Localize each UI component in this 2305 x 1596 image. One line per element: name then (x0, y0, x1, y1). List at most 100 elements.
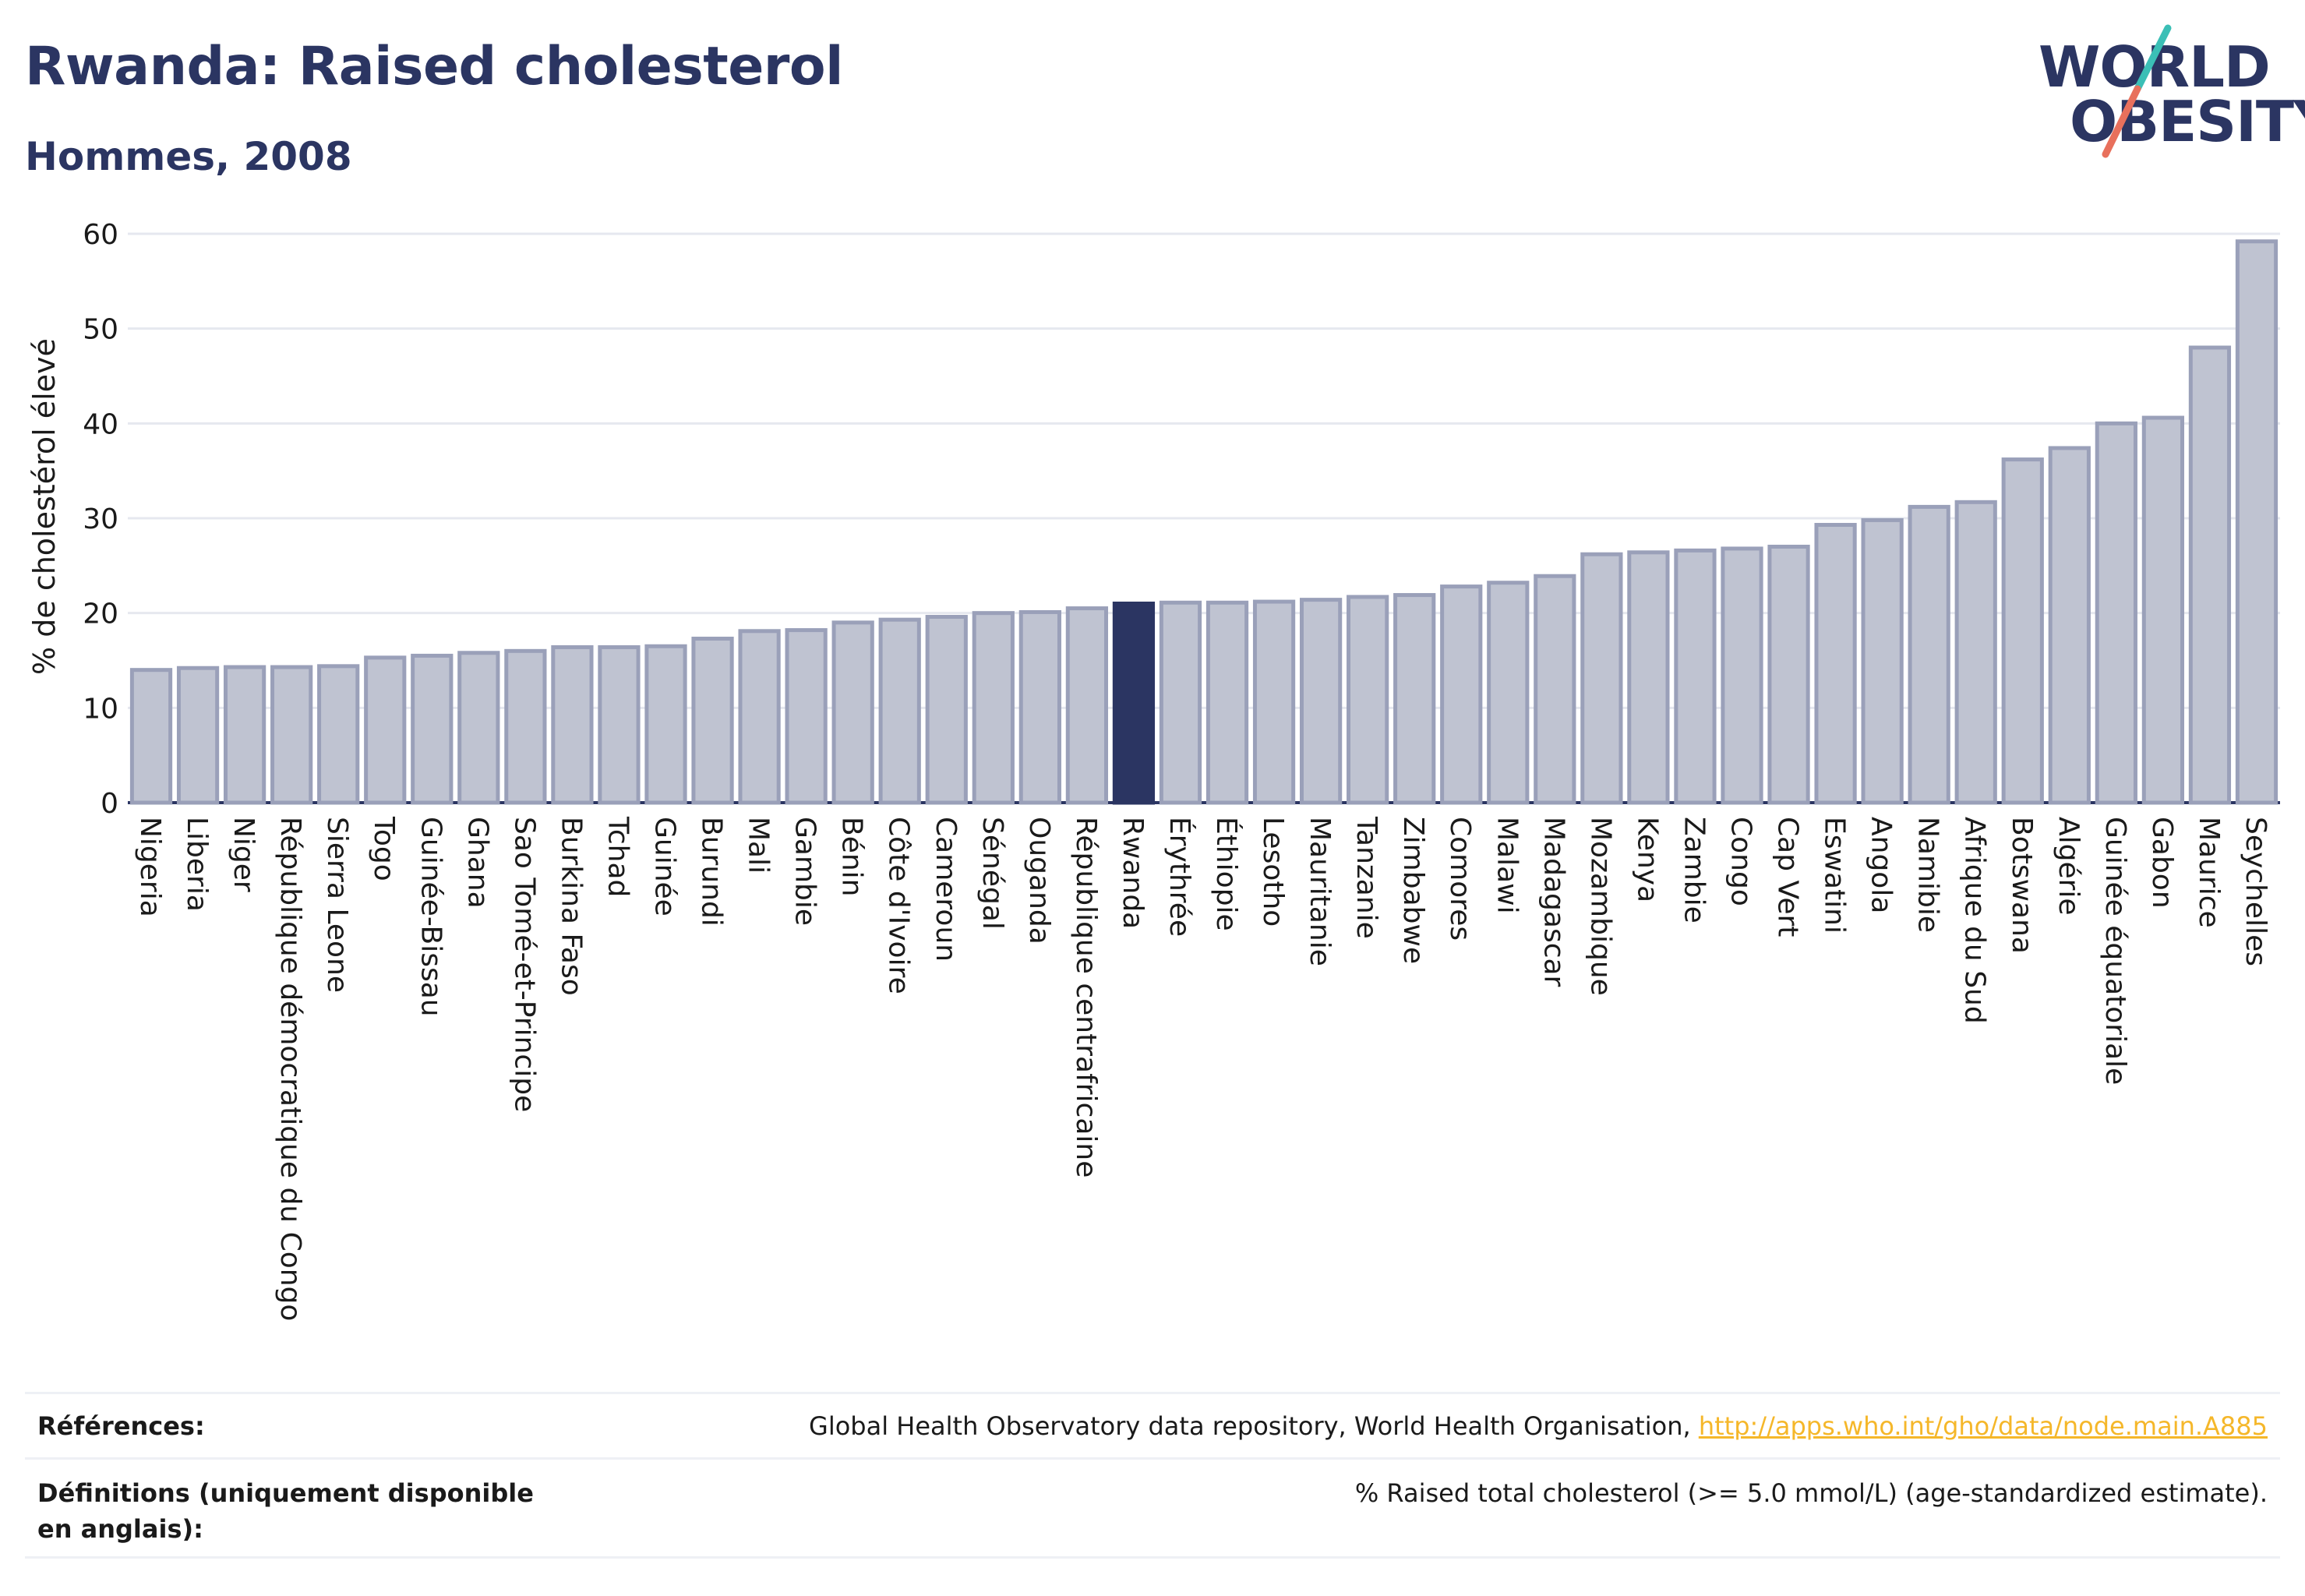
x-tick-label: Malawi (1491, 817, 1523, 914)
y-tick-label: 50 (83, 314, 118, 346)
bar-rwanda[interactable] (1112, 602, 1156, 805)
x-tick-label: Cap Vert (1772, 817, 1804, 937)
x-tick-label: Kenya (1631, 817, 1663, 902)
logo-slash-icon (2102, 24, 2172, 158)
bar-seychelles[interactable] (2235, 239, 2279, 805)
x-tick-label: Érythrée (1163, 817, 1196, 937)
x-tick-label: Zimbabwe (1397, 817, 1429, 964)
references-text: Global Health Observatory data repositor… (809, 1411, 1699, 1441)
x-tick-label: Sao Tomé-et-Principe (508, 817, 540, 1112)
bar-guin-e-quatoriale[interactable] (2095, 421, 2137, 805)
x-tick-label: Burundi (696, 817, 728, 927)
bar-botswana[interactable] (2001, 457, 2044, 805)
bar-tanzanie[interactable] (1347, 595, 1389, 805)
x-tick-label: Algérie (2053, 817, 2084, 916)
x-tick-label: Burkina Faso (555, 817, 587, 996)
x-tick-label: Tanzanie (1350, 816, 1382, 939)
x-tick-label: Sierra Leone (321, 817, 353, 993)
bar-b-nin[interactable] (831, 620, 874, 805)
x-tick-label: Mozambique (1584, 817, 1616, 996)
x-tick-label: Éthiopie (1210, 817, 1243, 931)
x-tick-label: Tchad (602, 816, 634, 897)
x-tick-label: Ghana (461, 817, 493, 909)
bar-zimbabwe[interactable] (1393, 593, 1436, 805)
y-axis-label: % de cholestérol élevé (27, 338, 62, 675)
bar-nigeria[interactable] (129, 668, 173, 805)
bar-r-publique-centrafricaine[interactable] (1065, 606, 1109, 805)
bar-sao-tom-et-principe[interactable] (504, 648, 547, 805)
bar-kenya[interactable] (1627, 550, 1670, 805)
x-tick-label: Ouganda (1023, 817, 1055, 945)
bar-comores[interactable] (1440, 584, 1483, 805)
x-tick-label: Mauritanie (1304, 817, 1336, 966)
x-tick-label: Mali (743, 817, 775, 874)
x-tick-label: Gambie (789, 817, 821, 926)
bar-eswatini[interactable] (1814, 523, 1857, 805)
y-tick-label: 20 (83, 598, 118, 630)
bar-cap-vert[interactable] (1767, 545, 1810, 805)
bar-zambie[interactable] (1674, 548, 1717, 805)
x-tick-label: Nigeria (134, 817, 166, 917)
bars (129, 239, 2279, 805)
x-tick-label: République centrafricaine (1070, 817, 1102, 1178)
x-tick-label: Madagascar (1537, 817, 1569, 987)
x-tick-label: Gabon (2146, 817, 2178, 909)
x-tick-label: Zambie (1678, 817, 1710, 923)
bar-gabon[interactable] (2141, 415, 2185, 805)
x-tick-label: République démocratique du Congo (274, 817, 306, 1321)
bar--rythr-e[interactable] (1159, 600, 1202, 805)
world-obesity-logo: WORLD OBESITY (2034, 22, 2305, 162)
bar-guin-e-bissau[interactable] (411, 653, 454, 805)
x-tick-label: Maurice (2193, 817, 2225, 928)
bar-gambie[interactable] (785, 628, 828, 805)
bar-ghana[interactable] (457, 651, 500, 805)
bar-guin-e[interactable] (644, 644, 687, 805)
x-tick-label: Côte d'Ivoire (883, 817, 915, 994)
bar-cameroun[interactable] (925, 615, 968, 805)
bar-mozambique[interactable] (1580, 552, 1623, 805)
x-tick-label: Bénin (836, 817, 868, 896)
bar-congo[interactable] (1721, 546, 1763, 805)
chart-subtitle: Hommes, 2008 (25, 134, 352, 179)
bar-lesotho[interactable] (1252, 599, 1296, 805)
chart-title: Rwanda: Raised cholesterol (25, 36, 843, 97)
bar-burundi[interactable] (691, 637, 734, 805)
y-tick-label: 40 (83, 408, 118, 440)
bar-afrique-du-sud[interactable] (1954, 500, 1997, 805)
bar-ouganda[interactable] (1018, 609, 1061, 805)
x-tick-label: Seychelles (2240, 817, 2271, 966)
x-tick-label: Niger (228, 817, 259, 892)
bar-chart: 0 10 20 30 40 50 60 Nigeria Liberia Niger Républi… (27, 219, 2280, 1321)
bar--thiopie[interactable] (1205, 600, 1249, 805)
bar-s-n-gal[interactable] (972, 611, 1015, 805)
y-tick-label: 30 (83, 503, 118, 535)
bar-namibie[interactable] (1908, 504, 1950, 805)
definitions-row: Définitions (uniquement disponible en an… (25, 1457, 2280, 1559)
x-axis-labels: Nigeria Liberia Niger République démocratiq… (134, 816, 2271, 1321)
bar-togo[interactable] (364, 655, 407, 805)
x-tick-label: Afrique du Sud (1959, 817, 1991, 1024)
bar-madagascar[interactable] (1534, 574, 1576, 805)
references-label: Références: (37, 1411, 205, 1441)
bar-mauritanie[interactable] (1299, 598, 1343, 805)
x-tick-label: Sénégal (976, 817, 1008, 930)
bar-angola[interactable] (1861, 517, 1904, 805)
x-tick-label: Cameroun (930, 817, 962, 962)
bar-mali[interactable] (738, 629, 781, 805)
bar-sierra-leone[interactable] (317, 664, 360, 805)
bar-tchad[interactable] (598, 644, 641, 805)
x-tick-label: Angola (1866, 817, 1897, 913)
x-tick-label: Togo (368, 816, 400, 881)
bar-liberia[interactable] (176, 666, 220, 805)
x-tick-label: Guinée équatoriale (2099, 817, 2131, 1085)
bar-alg-rie[interactable] (2048, 446, 2091, 805)
bar-burkina-faso[interactable] (551, 644, 594, 805)
definitions-label: Définitions (uniquement disponible en an… (37, 1478, 534, 1544)
bar-malawi[interactable] (1487, 581, 1530, 805)
bar-niger[interactable] (223, 665, 267, 805)
definitions-value: % Raised total cholesterol (>= 5.0 mmol/… (1354, 1478, 2268, 1508)
bar-r-publique-d-mocratique-du-congo[interactable] (270, 665, 313, 805)
bar-maurice[interactable] (2188, 345, 2232, 805)
bar-c-te-d-ivoire[interactable] (878, 617, 921, 805)
references-link[interactable]: http://apps.who.int/gho/data/node.main.A… (1698, 1411, 2268, 1441)
